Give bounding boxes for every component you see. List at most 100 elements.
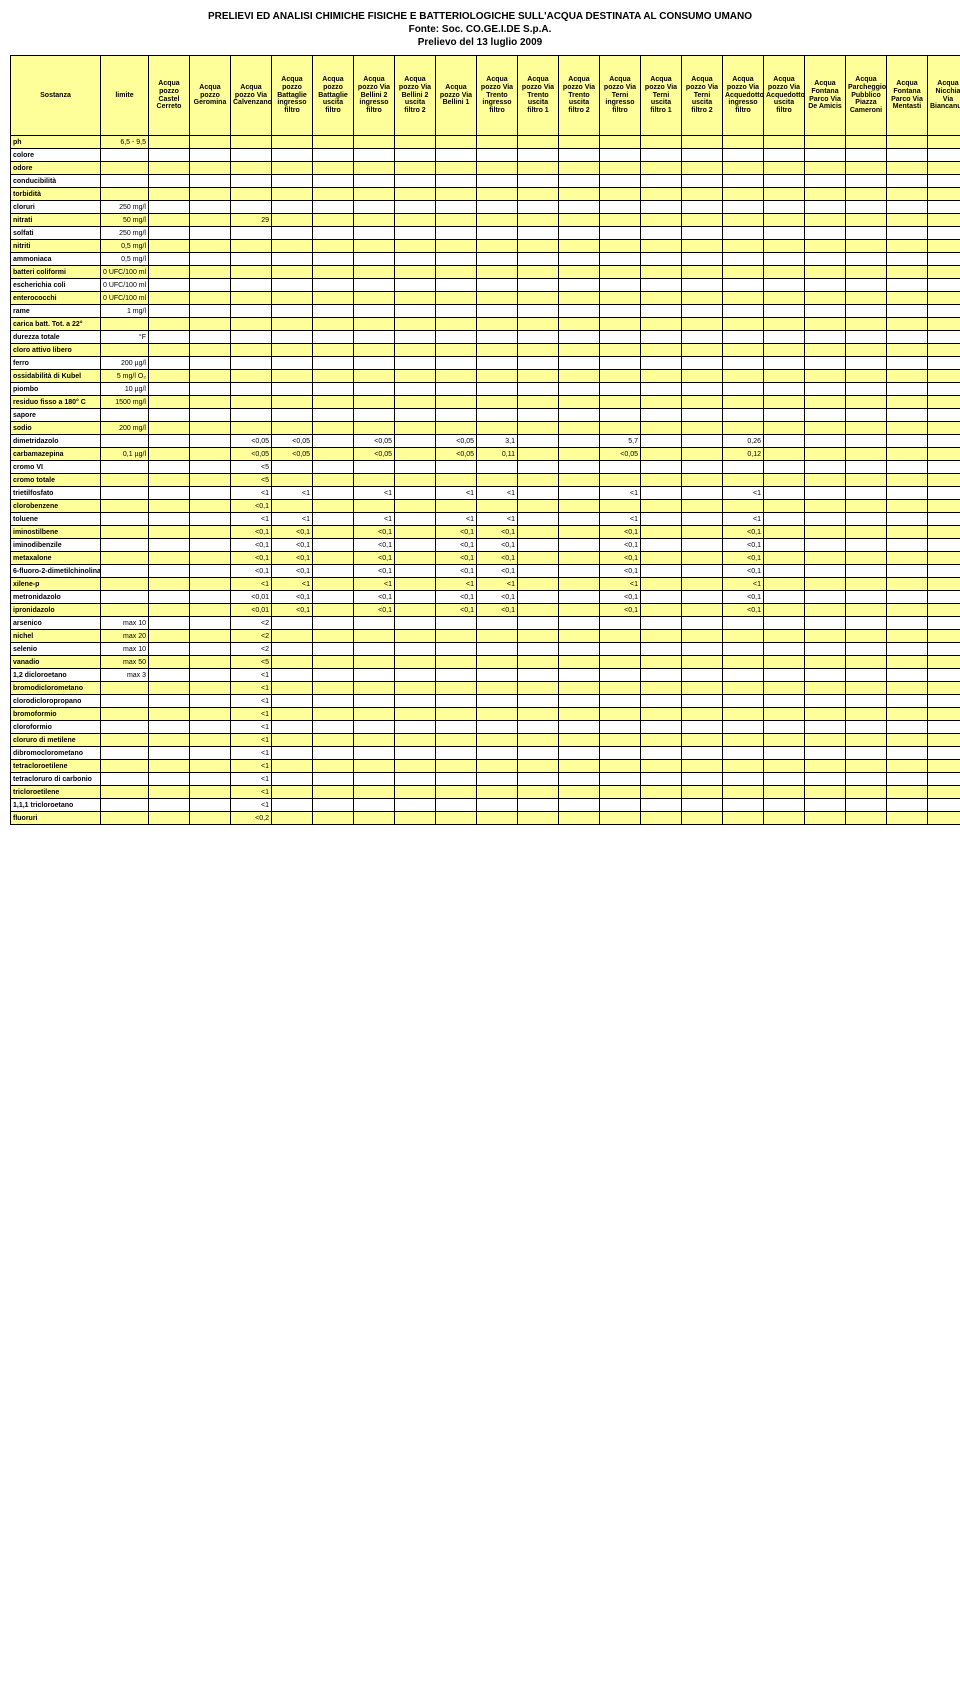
cell-value: <0,1 [477,539,518,552]
cell-value [887,773,928,786]
cell-sostanza: enterococchi [11,292,101,305]
cell-value [559,383,600,396]
table-row: cloro attivo libero [11,344,960,357]
cell-value [190,175,231,188]
cell-value [354,669,395,682]
cell-value [149,435,190,448]
cell-value [641,175,682,188]
cell-sostanza: toluene [11,513,101,526]
cell-value [313,760,354,773]
cell-value [887,526,928,539]
cell-value [149,279,190,292]
cell-value: <1 [231,734,272,747]
cell-value [149,331,190,344]
cell-sostanza: fluoruri [11,812,101,825]
cell-value [682,175,723,188]
cell-value [641,266,682,279]
cell-sostanza: 1,1,1 tricloroetano [11,799,101,812]
cell-value [395,461,436,474]
cell-value [641,669,682,682]
title-line1: PRELIEVI ED ANALISI CHIMICHE FISICHE E B… [10,10,950,23]
cell-value [805,149,846,162]
cell-value [641,656,682,669]
cell-value [805,487,846,500]
cell-value [149,552,190,565]
cell-value [723,188,764,201]
cell-value [764,500,805,513]
cell-sostanza: iminostilbene [11,526,101,539]
cell-value [600,474,641,487]
cell-value [395,721,436,734]
cell-value [887,149,928,162]
cell-value [805,526,846,539]
cell-limite: 250 mg/l [101,201,149,214]
cell-sostanza: selenio [11,643,101,656]
cell-value [231,422,272,435]
cell-value [764,383,805,396]
cell-value [887,383,928,396]
cell-value [641,643,682,656]
cell-value [477,305,518,318]
cell-value [559,240,600,253]
cell-value [190,682,231,695]
cell-value [313,539,354,552]
cell-value [846,435,887,448]
cell-value [846,760,887,773]
cell-value [354,409,395,422]
cell-value [928,643,960,656]
cell-value [928,409,960,422]
cell-value [600,305,641,318]
cell-value [190,734,231,747]
cell-value [518,617,559,630]
cell-value [764,435,805,448]
cell-value [887,734,928,747]
table-row: arsenicomax 10<2 [11,617,960,630]
cell-value [682,799,723,812]
cell-value [190,721,231,734]
cell-sostanza: solfati [11,227,101,240]
cell-value [723,721,764,734]
cell-value [805,305,846,318]
cell-value [436,175,477,188]
cell-value [641,422,682,435]
cell-value [805,253,846,266]
cell-value [764,292,805,305]
cell-value [477,162,518,175]
cell-value [887,279,928,292]
cell-value [190,539,231,552]
cell-limite [101,500,149,513]
cell-value [764,396,805,409]
cell-value [313,266,354,279]
cell-value [928,513,960,526]
cell-value [313,370,354,383]
cell-value [395,136,436,149]
cell-value [682,279,723,292]
cell-value [846,656,887,669]
cell-value [395,422,436,435]
cell-value [395,617,436,630]
cell-value [805,292,846,305]
cell-value [559,539,600,552]
cell-value [928,708,960,721]
cell-value [190,474,231,487]
cell-value [190,786,231,799]
cell-value [190,578,231,591]
cell-value [354,201,395,214]
cell-value [723,617,764,630]
cell-value [354,175,395,188]
cell-sostanza: residuo fisso a 180° C [11,396,101,409]
cell-value [313,578,354,591]
cell-value [518,227,559,240]
cell-value [723,266,764,279]
cell-value [313,708,354,721]
cell-value [477,630,518,643]
cell-value [723,279,764,292]
cell-value [313,500,354,513]
cell-value [887,799,928,812]
cell-value [149,188,190,201]
cell-value [395,682,436,695]
cell-value [846,240,887,253]
cell-value [559,448,600,461]
cell-value [764,227,805,240]
cell-value [272,370,313,383]
